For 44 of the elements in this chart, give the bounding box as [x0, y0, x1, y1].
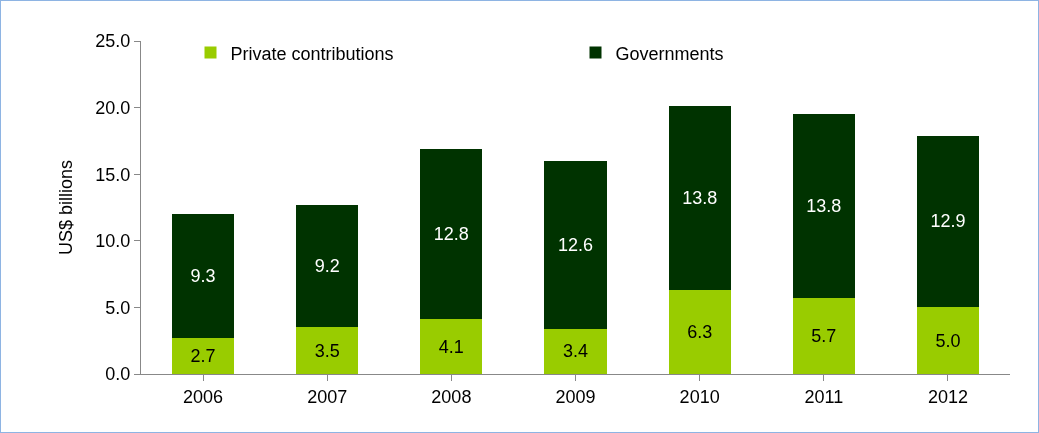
- y-tick-label: 0.0: [105, 364, 131, 385]
- data-label: 12.9: [930, 211, 966, 232]
- bar: [420, 148, 483, 320]
- data-label: 13.8: [682, 188, 718, 209]
- bar: [296, 327, 359, 374]
- legend-label: Governments: [615, 43, 724, 64]
- data-label: 6.3: [687, 322, 713, 343]
- bar: [420, 319, 483, 374]
- bar: [544, 160, 607, 329]
- data-label: 9.2: [314, 256, 340, 277]
- bar: [172, 338, 235, 374]
- data-label: 4.1: [438, 336, 464, 357]
- x-tick-label: 2006: [183, 386, 224, 407]
- bar: [792, 298, 855, 374]
- bar: [172, 214, 235, 339]
- bar: [792, 114, 855, 299]
- x-tick-label: 2012: [927, 386, 968, 407]
- data-label: 3.4: [562, 341, 589, 362]
- data-label: 12.6: [557, 234, 594, 255]
- x-tick-label: 2010: [679, 386, 720, 407]
- bar: [296, 204, 359, 328]
- y-tick-label: 10.0: [95, 231, 131, 252]
- y-tick-label: 25.0: [95, 31, 131, 52]
- data-label: 13.8: [806, 196, 842, 217]
- bar: [916, 135, 979, 308]
- legend-label: Private contributions: [230, 43, 394, 64]
- x-tick-label: 2009: [555, 386, 596, 407]
- x-tick-label: 2007: [307, 386, 348, 407]
- bar: [916, 307, 979, 374]
- data-label: 12.8: [433, 224, 469, 245]
- data-label: 2.7: [190, 346, 216, 367]
- x-tick-label: 2011: [804, 386, 844, 407]
- bar: [668, 106, 731, 291]
- y-tick-label: 15.0: [95, 164, 131, 185]
- bar: [668, 290, 731, 374]
- y-axis-title: US$ billions: [55, 159, 76, 256]
- data-label: 5.7: [811, 326, 837, 347]
- data-label: 9.3: [190, 266, 216, 287]
- data-label: 5.0: [935, 330, 961, 351]
- bar: [544, 328, 607, 374]
- y-tick-label: 5.0: [105, 297, 131, 318]
- x-tick-label: 2008: [431, 386, 472, 407]
- y-tick-label: 20.0: [95, 97, 131, 118]
- data-label: 3.5: [314, 340, 340, 361]
